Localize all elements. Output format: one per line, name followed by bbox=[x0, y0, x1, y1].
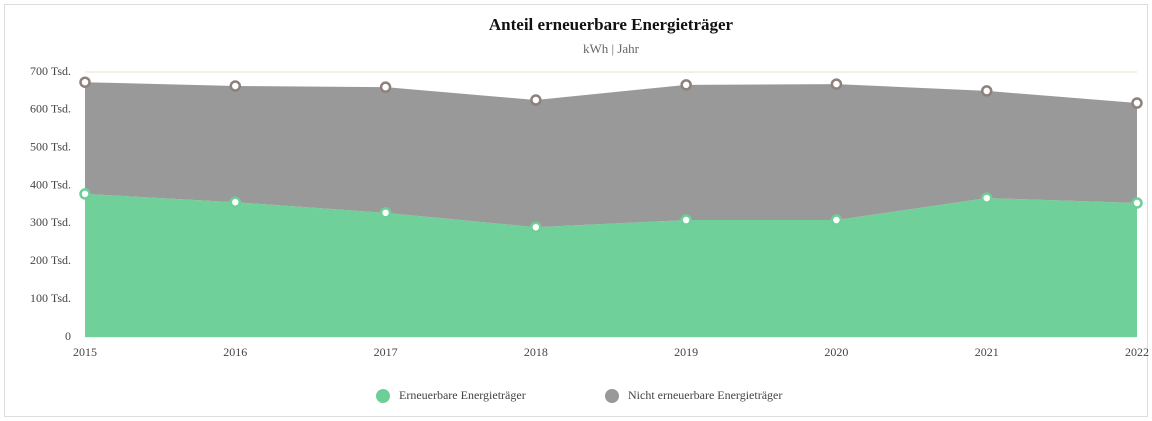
data-point bbox=[830, 214, 843, 226]
legend-marker bbox=[605, 389, 619, 403]
x-tick-label: 2015 bbox=[73, 345, 97, 359]
x-tick-label: 2016 bbox=[223, 345, 247, 359]
y-tick-label: 0 bbox=[65, 329, 71, 343]
x-tick-label: 2021 bbox=[975, 345, 999, 359]
data-point bbox=[79, 76, 91, 88]
data-point bbox=[1131, 197, 1143, 209]
data-point bbox=[830, 78, 843, 90]
data-point bbox=[530, 221, 542, 233]
y-tick-label: 100 Tsd. bbox=[30, 291, 71, 305]
legend-marker bbox=[376, 389, 390, 403]
data-point bbox=[379, 207, 392, 219]
data-point bbox=[980, 85, 993, 97]
data-point bbox=[1131, 97, 1143, 109]
y-tick-label: 700 Tsd. bbox=[30, 64, 71, 78]
data-point bbox=[79, 188, 91, 200]
y-tick-label: 400 Tsd. bbox=[30, 177, 71, 191]
x-tick-label: 2022 bbox=[1125, 345, 1149, 359]
y-tick-label: 600 Tsd. bbox=[30, 102, 71, 116]
data-point bbox=[229, 80, 242, 92]
y-tick-label: 500 Tsd. bbox=[30, 139, 71, 153]
area bbox=[85, 82, 1137, 228]
area bbox=[85, 193, 1137, 337]
chart-title: Anteil erneuerbare Energieträger bbox=[489, 15, 734, 34]
data-point bbox=[229, 196, 242, 208]
y-tick-label: 200 Tsd. bbox=[30, 253, 71, 267]
y-tick-label: 300 Tsd. bbox=[30, 215, 71, 229]
x-tick-label: 2019 bbox=[674, 345, 698, 359]
data-point bbox=[530, 94, 542, 106]
data-point bbox=[980, 192, 993, 204]
legend-label: Erneuerbare Energieträger bbox=[399, 388, 526, 402]
data-point bbox=[379, 81, 392, 93]
x-tick-label: 2018 bbox=[524, 345, 548, 359]
x-tick-label: 2017 bbox=[374, 345, 398, 359]
data-point bbox=[680, 79, 692, 91]
data-point bbox=[680, 214, 692, 226]
legend-label: Nicht erneuerbare Energieträger bbox=[628, 388, 782, 402]
x-tick-label: 2020 bbox=[824, 345, 848, 359]
chart-subtitle: kWh | Jahr bbox=[583, 41, 640, 56]
